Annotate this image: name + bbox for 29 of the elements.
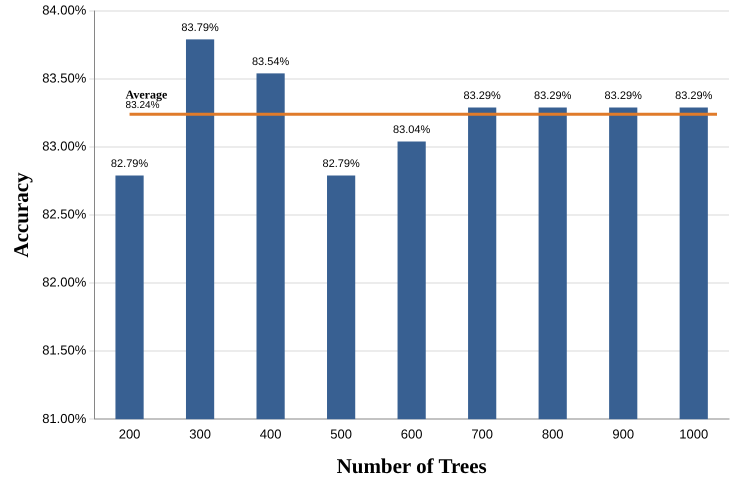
x-tick-label: 600 [400, 426, 422, 442]
data-label: 83.79% [181, 22, 219, 34]
data-label: 82.79% [322, 158, 360, 170]
x-tick-label: 900 [612, 426, 634, 442]
x-tick-label: 700 [471, 426, 494, 442]
data-label: 83.54% [252, 56, 290, 68]
x-tick-label: 400 [260, 426, 282, 442]
y-axis-title: Accuracy [9, 172, 34, 258]
x-tick-label: 300 [189, 426, 211, 442]
x-tick-label: 500 [330, 426, 352, 442]
annotation: 83.24% [126, 100, 160, 112]
x-tick-label: 1000 [679, 426, 708, 442]
data-label: 83.29% [534, 90, 572, 102]
y-tick-label: 81.50% [42, 342, 87, 358]
y-tick-label: 82.50% [42, 206, 87, 222]
y-tick-label: 82.00% [42, 274, 87, 290]
data-label: 83.29% [675, 90, 713, 102]
x-tick-label: 200 [118, 426, 140, 442]
y-tick-label: 83.50% [42, 70, 87, 86]
x-axis-title: Number of Trees [336, 454, 487, 478]
y-tick-label: 81.00% [42, 410, 87, 426]
data-label: 82.79% [110, 158, 148, 170]
data-label: 83.29% [464, 90, 502, 102]
data-label: 83.04% [392, 124, 431, 136]
y-tick-label: 83.00% [42, 138, 87, 154]
y-tick-label: 84.00% [42, 2, 87, 18]
data-label: 83.29% [604, 90, 642, 102]
ref-line-label: Average [126, 87, 168, 102]
x-tick-label: 800 [542, 426, 564, 442]
